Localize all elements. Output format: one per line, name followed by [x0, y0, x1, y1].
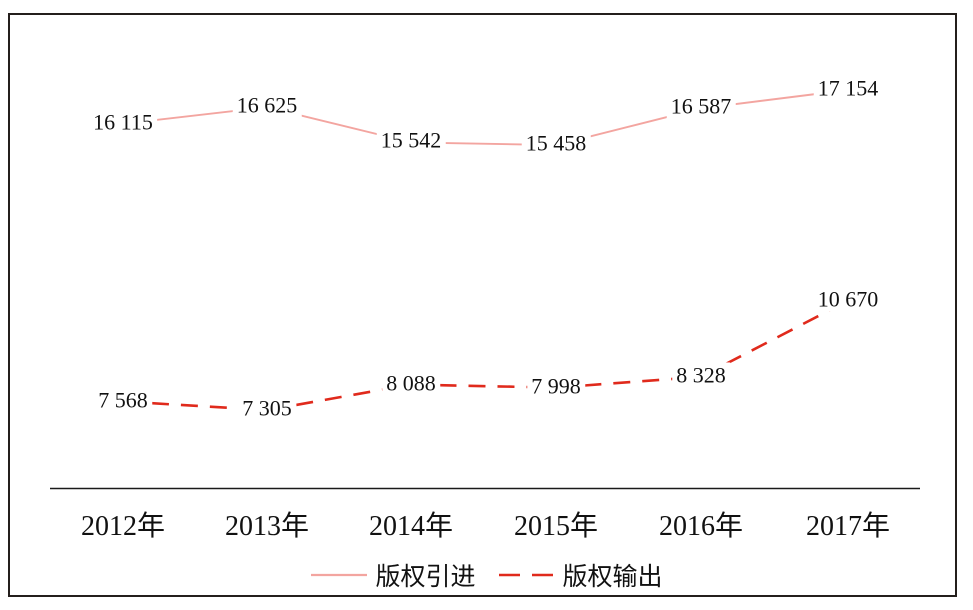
data-label: 16 115 — [89, 109, 157, 135]
legend-item-copyright-exports: 版权输出 — [498, 557, 663, 593]
x-axis-tick-label: 2012年 — [80, 511, 166, 542]
data-label: 15 542 — [376, 127, 446, 153]
x-axis-tick-label: 2015年 — [513, 511, 599, 542]
data-label: 10 670 — [813, 286, 883, 312]
chart-border — [8, 13, 957, 597]
data-label: 8 328 — [672, 362, 730, 388]
x-axis-tick-label: 2013年 — [224, 511, 310, 542]
x-axis-tick-label: 2016年 — [658, 511, 744, 542]
data-label: 16 625 — [232, 92, 302, 118]
dashed-line-sample-icon — [498, 573, 555, 577]
x-axis-tick-label: 2014年 — [368, 511, 454, 542]
series-line-1 — [122, 299, 849, 412]
data-label: 7 998 — [527, 373, 585, 399]
series-line-0 — [122, 89, 849, 147]
solid-line-sample-icon — [311, 573, 368, 577]
data-label: 15 458 — [521, 130, 591, 156]
data-label: 8 088 — [382, 370, 440, 396]
legend-label-exports: 版权输出 — [562, 564, 663, 591]
data-label: 17 154 — [813, 75, 883, 101]
x-axis-tick-label: 2017年 — [805, 511, 891, 542]
data-label: 7 305 — [238, 395, 296, 421]
data-label: 7 568 — [94, 386, 152, 413]
legend: 版权引进 版权输出 — [0, 557, 973, 593]
data-label: 16 587 — [666, 93, 736, 119]
legend-label-imports: 版权引进 — [375, 564, 476, 591]
legend-item-copyright-imports: 版权引进 — [310, 557, 476, 593]
